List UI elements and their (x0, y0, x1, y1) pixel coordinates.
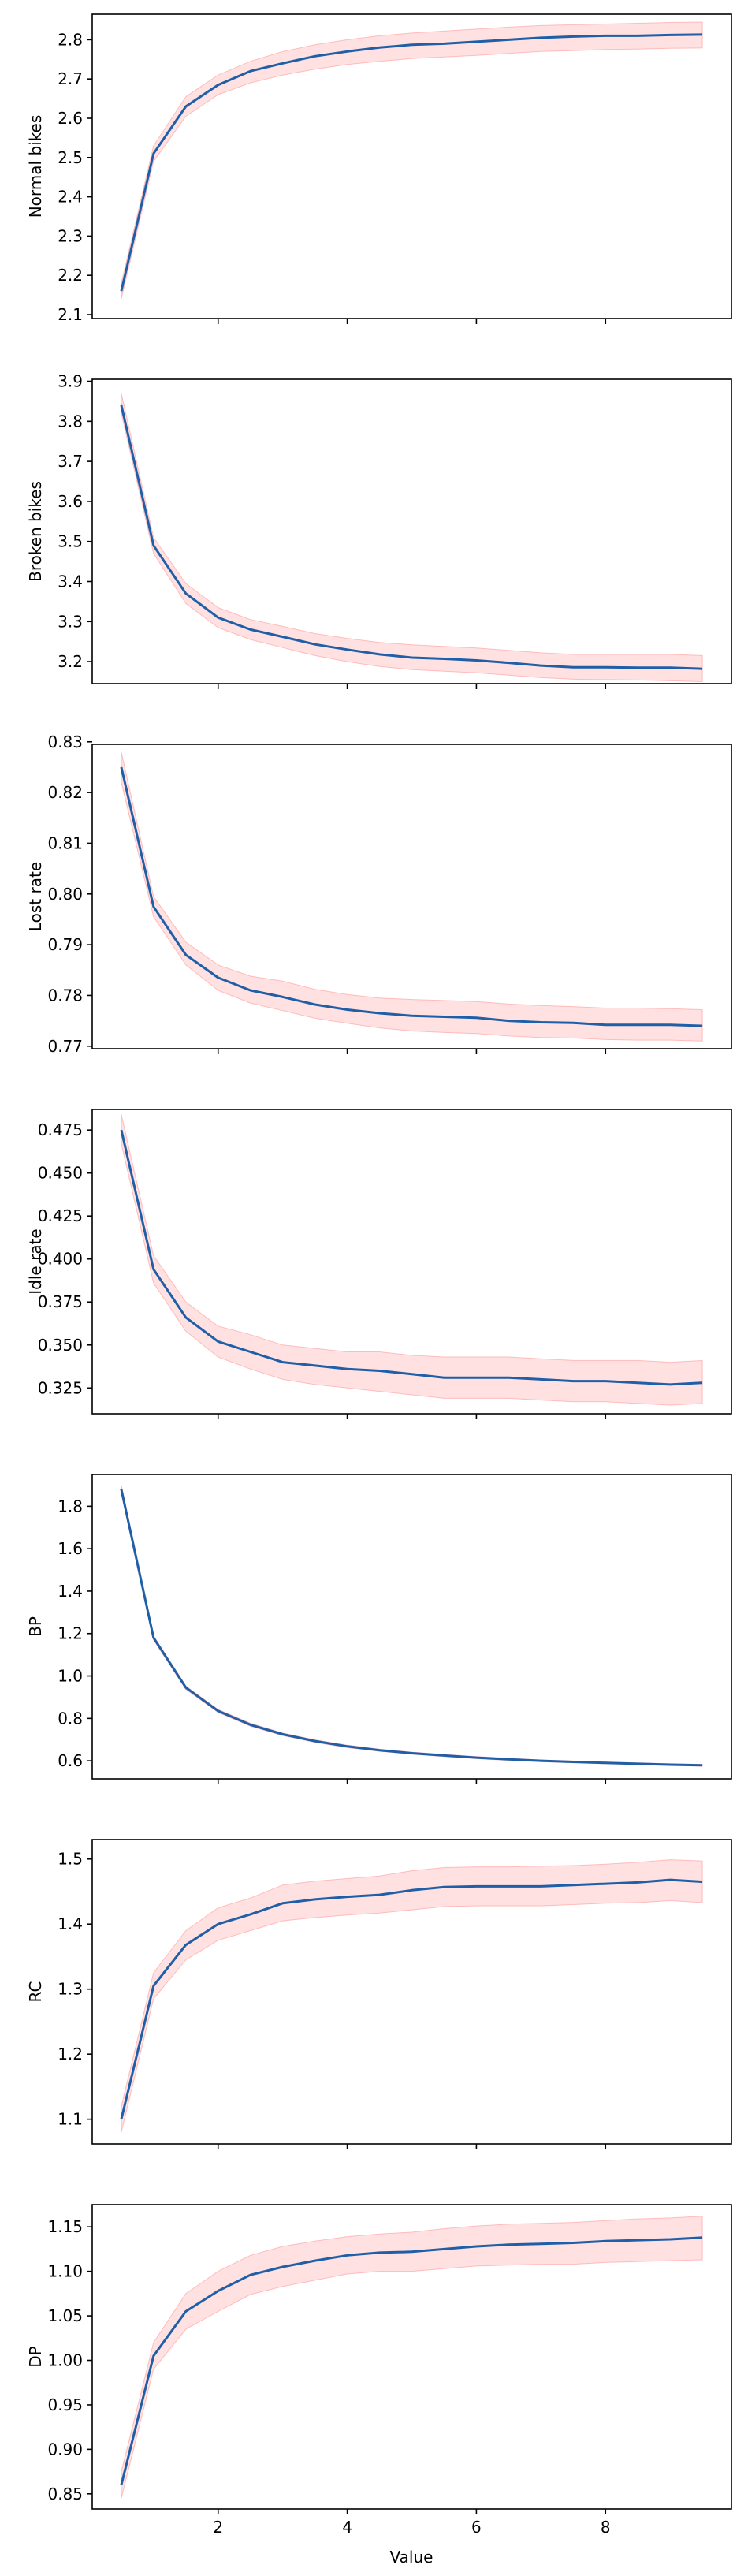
y-tick-label: 3.8 (58, 412, 83, 431)
y-axis-label: RC (26, 1981, 45, 2003)
subplot-1: 2.1 2.2 2.3 2.4 2.5 2.6 2.7 2.8 Normal bikes (26, 13, 732, 324)
y-tick-label: 1.3 (58, 1980, 83, 1999)
y-tick-label: 0.80 (47, 885, 83, 904)
y-tick-label: 2.7 (58, 69, 83, 88)
y-axis-label: Idle rate (26, 1228, 45, 1294)
y-tick-label: 0.90 (47, 2440, 83, 2459)
axes-frame (91, 744, 732, 1049)
y-tick-label: 0.77 (47, 1037, 83, 1056)
y-tick-label: 0.78 (47, 986, 83, 1005)
confidence-band (121, 1114, 703, 1406)
y-tick-label: 0.425 (38, 1206, 83, 1225)
y-tick-label: 0.475 (38, 1120, 83, 1139)
x-tick-label: 4 (342, 2518, 352, 2537)
y-tick-label: 0.325 (38, 1378, 83, 1397)
y-tick-label: 1.10 (47, 2262, 83, 2281)
y-tick-label: 2.5 (58, 148, 83, 167)
y-tick-label: 1.05 (47, 2306, 83, 2325)
axes-frame (91, 1474, 732, 1780)
y-tick-label: 1.15 (47, 2217, 83, 2236)
y-axis-label: Lost rate (26, 862, 45, 931)
series-line (120, 404, 703, 670)
y-tick-label: 1.1 (58, 2110, 83, 2129)
y-tick-label: 0.83 (47, 733, 83, 751)
y-tick-label: 2.4 (58, 188, 83, 207)
axes-frame (91, 1839, 732, 2145)
y-tick-label: 0.95 (47, 2395, 83, 2414)
y-tick-label: 0.81 (47, 833, 83, 852)
y-axis-label: Broken bikes (26, 481, 45, 582)
x-tick-label: 2 (213, 2518, 223, 2537)
y-tick-label: 1.4 (58, 1582, 83, 1601)
series-line (120, 33, 703, 292)
series-line (120, 1489, 703, 1767)
y-tick-label: 3.2 (58, 652, 83, 671)
y-tick-label: 1.00 (47, 2351, 83, 2370)
y-tick-label: 0.6 (58, 1751, 83, 1770)
y-tick-label: 1.5 (58, 1850, 83, 1869)
y-tick-label: 1.6 (58, 1539, 83, 1558)
confidence-band (121, 21, 703, 300)
subplot-6: 1.1 1.2 1.3 1.4 1.5 RC (26, 1839, 732, 2149)
axes-frame (91, 1109, 732, 1415)
axes-frame (91, 13, 732, 319)
y-tick-label: 1.4 (58, 1914, 83, 1933)
subplot-3: 0.77 0.78 0.79 0.80 0.81 0.82 0.83 Lost rate (26, 733, 732, 1056)
y-tick-label: 0.8 (58, 1709, 83, 1728)
y-tick-label: 0.85 (47, 2485, 83, 2503)
series-line (120, 1129, 703, 1386)
y-tick-label: 0.79 (47, 935, 83, 954)
y-tick-label: 3.4 (58, 572, 83, 591)
series-line (120, 1878, 703, 2120)
y-tick-label: 3.5 (58, 532, 83, 551)
confidence-band (121, 1859, 703, 2133)
x-tick-label: 8 (601, 2518, 611, 2537)
y-tick-label: 3.9 (58, 372, 83, 391)
y-tick-label: 2.6 (58, 109, 83, 128)
y-axis-label: DP (26, 2346, 45, 2367)
subplot-7: 0.85 0.90 0.95 1.00 1.05 1.10 1.15 2 4 6 8 DP (26, 2204, 732, 2537)
confidence-band (121, 2216, 703, 2499)
x-axis-label: Value (390, 2548, 434, 2567)
y-tick-label: 1.8 (58, 1497, 83, 1515)
y-tick-label: 0.450 (38, 1164, 83, 1183)
y-tick-label: 2.1 (58, 305, 83, 324)
y-tick-label: 2.2 (58, 266, 83, 285)
confidence-band (121, 393, 703, 683)
confidence-band (121, 751, 703, 1042)
y-tick-label: 1.0 (58, 1667, 83, 1686)
y-tick-label: 1.2 (58, 2045, 83, 2063)
y-tick-label: 3.6 (58, 492, 83, 511)
x-tick-label: 6 (471, 2518, 482, 2537)
y-axis-label: Normal bikes (26, 115, 45, 218)
y-tick-label: 2.3 (58, 226, 83, 245)
y-tick-label: 2.8 (58, 30, 83, 49)
y-tick-label: 3.7 (58, 452, 83, 471)
y-axis-label: BP (26, 1616, 45, 1637)
subplot-4: 0.325 0.350 0.375 0.400 0.425 0.450 0.475 Idle … (26, 1109, 732, 1419)
axes-frame (91, 378, 732, 684)
y-tick-label: 1.2 (58, 1624, 83, 1643)
confidence-band (121, 1485, 703, 1767)
subplot-2: 3.2 3.3 3.4 3.5 3.6 3.7 3.8 3.9 Broken bikes (26, 372, 732, 689)
y-tick-label: 0.350 (38, 1336, 83, 1355)
series-line (120, 2236, 703, 2485)
y-tick-label: 0.82 (47, 783, 83, 802)
series-line (120, 766, 703, 1027)
y-tick-label: 3.3 (58, 612, 83, 631)
axes-frame (91, 2204, 732, 2510)
y-tick-label: 0.400 (38, 1250, 83, 1269)
y-tick-label: 0.375 (38, 1292, 83, 1311)
subplot-5: 0.6 0.8 1.0 1.2 1.4 1.6 1.8 BP (26, 1474, 732, 1784)
